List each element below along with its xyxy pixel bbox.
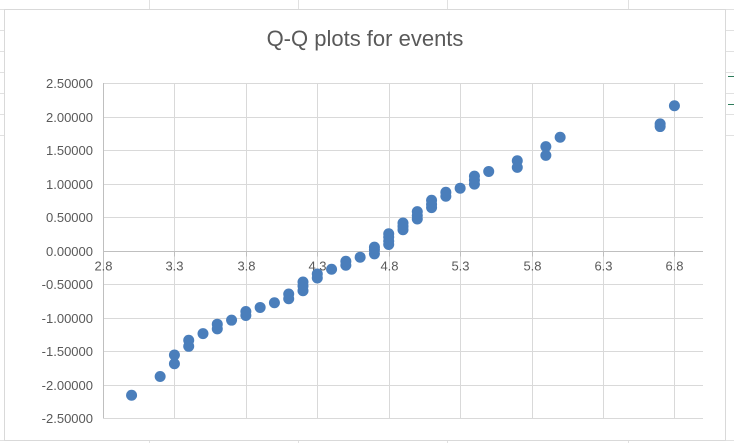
y-tick-label: -2.00000	[42, 378, 93, 393]
gridlines	[103, 83, 703, 419]
data-point	[197, 328, 209, 340]
y-tick-label: 2.50000	[46, 76, 93, 91]
x-tick-label: 5.3	[451, 259, 469, 274]
data-point	[311, 268, 323, 280]
y-tick-label: 1.50000	[46, 143, 93, 158]
y-tick-label: 2.00000	[46, 110, 93, 125]
y-axis-tick-labels: 2.50000 2.00000 1.50000 1.00000 0.50000 0.000…	[42, 76, 93, 426]
data-point	[554, 131, 566, 143]
y-tick-label: -1.50000	[42, 344, 93, 359]
data-point	[426, 194, 438, 206]
data-point	[168, 358, 180, 370]
cell-border-mark	[728, 104, 734, 105]
y-tick-label: 0.00000	[46, 244, 93, 259]
data-point	[268, 297, 280, 309]
data-point	[397, 217, 409, 229]
x-tick-label: 4.8	[380, 259, 398, 274]
data-point	[183, 334, 195, 346]
data-point	[126, 389, 138, 401]
data-point	[540, 149, 552, 161]
scatter-plot: 2.50000 2.00000 1.50000 1.00000 0.50000 0.000…	[42, 76, 703, 426]
data-point	[354, 251, 366, 263]
data-point	[326, 263, 338, 275]
data-point	[254, 301, 266, 313]
y-tick-label: -0.50000	[42, 277, 93, 292]
y-tick-label: 0.50000	[46, 210, 93, 225]
axes	[103, 83, 703, 418]
x-tick-label: 2.8	[94, 259, 112, 274]
x-axis-tick-labels: 2.8 3.3 3.8 4.3 4.8 5.3 5.8 6.3 6.8	[94, 259, 683, 274]
data-point	[283, 288, 295, 300]
chart-title: Q-Q plots for events	[266, 26, 464, 51]
data-point	[668, 100, 680, 112]
data-point	[468, 170, 480, 182]
data-point	[240, 305, 252, 317]
x-tick-label: 3.3	[165, 259, 183, 274]
x-tick-label: 5.8	[523, 259, 541, 274]
data-point	[454, 182, 466, 194]
data-point	[511, 155, 523, 167]
data-point	[440, 186, 452, 198]
data-point	[483, 165, 495, 177]
data-points	[126, 100, 680, 401]
data-point	[226, 314, 238, 326]
data-point	[340, 255, 352, 267]
data-point	[654, 118, 666, 130]
data-point	[211, 318, 223, 330]
x-tick-label: 6.3	[594, 259, 612, 274]
data-point	[383, 228, 395, 240]
data-point	[368, 241, 380, 253]
y-tick-label: -2.50000	[42, 411, 93, 426]
data-point	[540, 141, 552, 153]
x-tick-label: 6.8	[665, 259, 683, 274]
y-tick-label: -1.00000	[42, 311, 93, 326]
y-tick-label: 1.00000	[46, 177, 93, 192]
data-point	[154, 370, 166, 382]
chart-area[interactable]: Q-Q plots for events 2.50000 2.00000 1.500…	[4, 9, 726, 441]
data-point	[411, 206, 423, 218]
data-point	[297, 276, 309, 288]
x-tick-label: 4.3	[308, 259, 326, 274]
cell-border-mark	[728, 76, 734, 77]
data-point	[168, 349, 180, 361]
x-tick-label: 3.8	[237, 259, 255, 274]
